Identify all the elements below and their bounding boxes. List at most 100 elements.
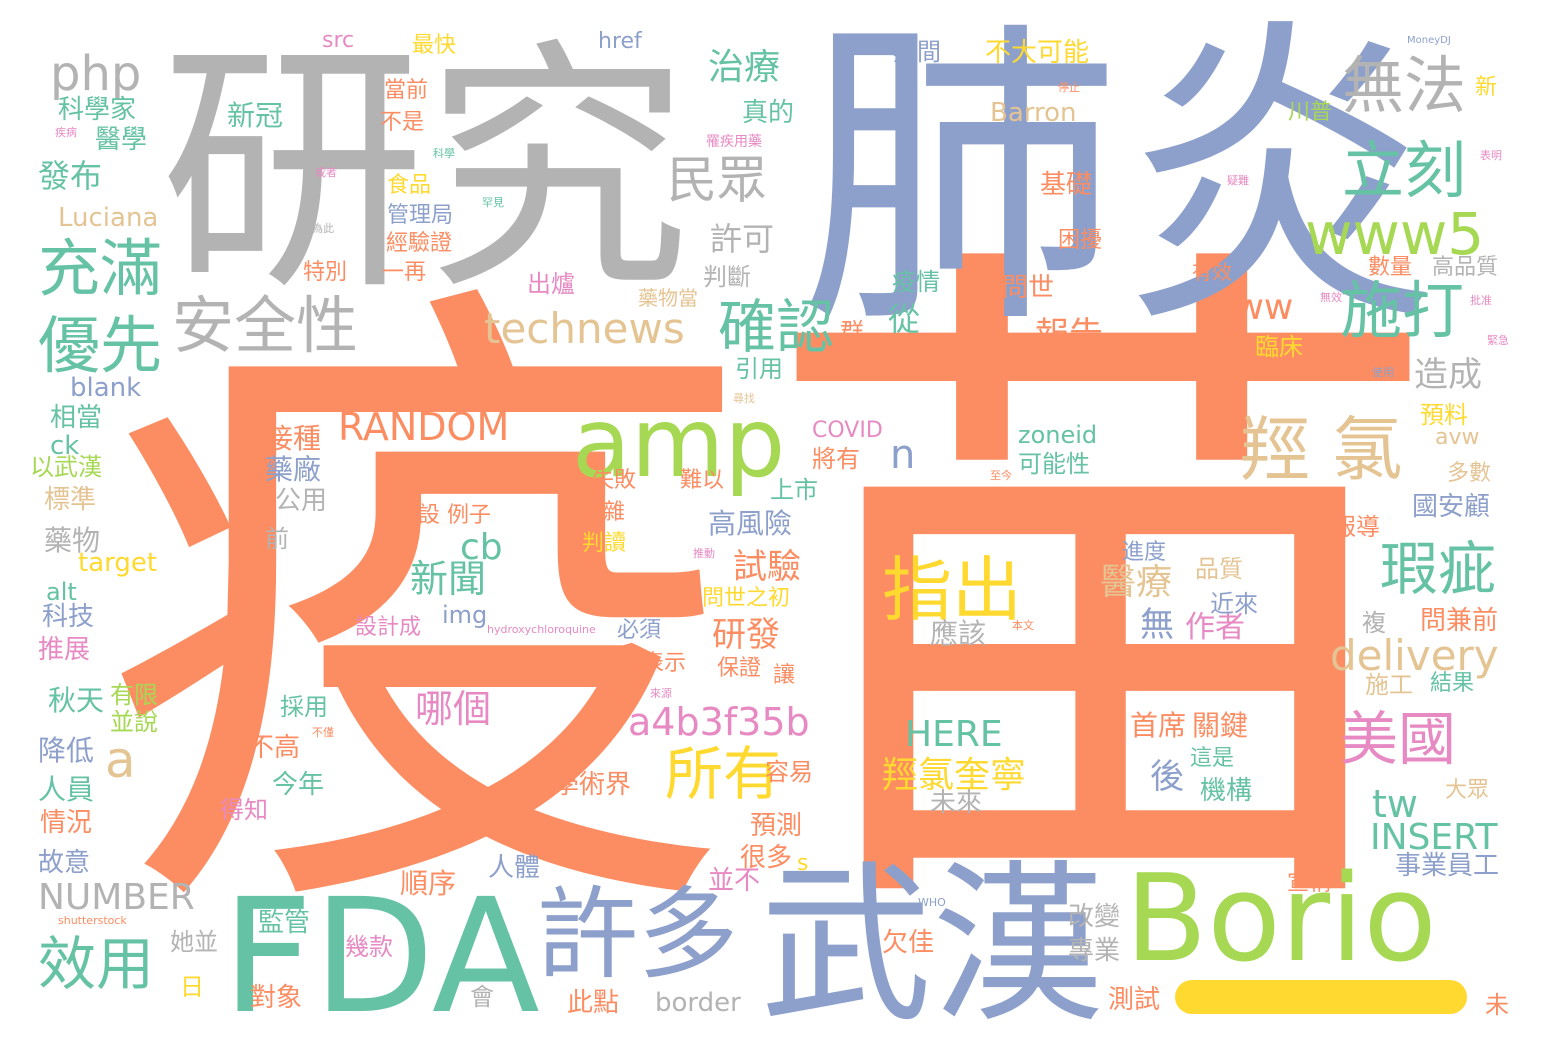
word-yiqing: 疫情 [892,268,940,296]
word-qijian: 期間 [893,38,941,66]
word-wuhan: 武漢 [760,845,1104,1046]
word-target: target [78,548,158,578]
word-wei: 未 [1485,991,1509,1019]
word-alt: alt [46,578,77,606]
word-qiangluokuining: 羥氯奎寧 [882,755,1027,796]
word-yinyong: 引用 [735,355,783,383]
word-dangqian: 當前 [384,78,429,103]
word-weilai: 未來 [930,788,983,818]
word-bushi: 不是 [380,110,425,135]
word-who: WHO [918,896,946,909]
word-yiliao: 醫療 [1100,562,1173,603]
word-suoyou: 所有 [665,740,782,808]
word-shida: 施打 [1340,274,1465,347]
word-pandu: 判讀 [582,531,627,556]
word-nage: 哪個 [415,687,492,731]
word-tuizhan: 推展 [38,635,91,665]
word-shiyeyuangong: 事業員工 [1395,851,1500,881]
word-fu: 複 [1362,609,1386,637]
word-tabing: 她並 [170,928,218,956]
word-za: 雜 [603,500,626,525]
word-kexue: 科學 [433,147,455,160]
word-fda: FDA [222,865,540,1049]
word-ck: ck [50,431,80,461]
word-baodao: 報導 [1332,513,1380,541]
word-number: NUMBER [38,877,195,918]
word-avw: avw [1435,425,1480,450]
word-moneydj: MoneyDJ [1407,35,1451,46]
word-blank: blank [70,373,142,403]
word-jinlai: 近來 [1210,590,1258,618]
word-zuikuai: 最快 [412,33,457,58]
word-bingbu: 並不 [708,866,761,896]
word-pinzhi: 品質 [1195,555,1243,583]
word-shigong: 施工 [1365,671,1413,699]
word-yizai: 一再 [382,260,427,285]
word-border: border [655,988,741,1018]
word-yanjiu: 研究 [160,18,690,326]
word-src: src [322,28,355,53]
word-delivery: delivery [1330,631,1499,680]
word-hui: 會 [470,983,494,1011]
word-zuozhe: 作者 [1185,610,1245,645]
word-huozhe: 或者 [315,166,337,179]
word-jibing: 疾病 [55,126,77,139]
word-bugao: 不高 [248,733,301,763]
word-xiaci: 瑕疵 [1380,535,1497,603]
word-php: php [50,46,142,102]
word-nanyi: 難以 [680,468,725,493]
word-zhuanye: 專業 [1068,936,1121,966]
word-jieguo: 結果 [1430,671,1475,696]
word-hydroxychloroquine: hydroxychloroquine [487,623,596,636]
word-ceshi: 測試 [1108,985,1161,1015]
word-gaibian: 改變 [1068,902,1121,932]
word-wufa: 無法 [1342,49,1467,122]
word-tw: tw [1372,782,1418,826]
word-hou: 後 [1150,757,1184,797]
word-dezhi: 得知 [220,796,268,824]
word-benwen: 本文 [1012,619,1034,632]
word-xiangdang: 相當 [50,403,103,433]
word-a4b3f35b: a4b3f35b [628,700,810,744]
word-jichu: 基礎 [1040,170,1093,200]
word-youxian2: 有限 [110,681,158,709]
word-a: a [105,731,136,789]
word-shipin: 食品 [387,173,432,198]
word-yiwuhan: 以武漢 [30,453,102,481]
word-cidian: 此點 [567,988,620,1018]
word-henduo: 很多 [740,843,793,873]
word-pizhun: 批准 [1470,294,1492,307]
word-xuduo: 許多 [538,876,738,993]
word-gongyong: 公用 [275,486,328,516]
word-xuke: 許可 [710,220,775,258]
word-barron: Barron [990,98,1077,128]
word-fabu: 發布 [38,157,103,195]
word-xunzhao: 尋找 [733,392,755,405]
word-yuce: 預測 [750,811,803,841]
word-zheshi: 這是 [1190,746,1235,771]
word-minzhong: 民眾 [667,151,767,209]
highlight-bar [1175,980,1467,1014]
word-biaoming: 表明 [1480,149,1502,162]
word-ri: 日 [180,973,204,1001]
word-shangshi: 上市 [770,476,818,504]
word-anquanxing: 安全性 [172,289,359,362]
word-like: 立刻 [1342,134,1467,207]
word-zhende: 真的 [742,98,795,128]
word-gaopinzhi: 高品質 [1432,255,1499,280]
word-zaocheng: 造成 [1414,355,1482,395]
word-yaowudang: 藥物當 [638,286,698,310]
word-yaowu: 藥物 [44,524,101,557]
word-jindu: 進度 [1122,540,1167,565]
word-yaochang: 藥廠 [265,453,322,486]
word-cong: 從 [888,300,921,338]
word-guoangu: 國安顧 [1412,492,1491,522]
word-shutterstock: shutterstock [58,914,127,927]
word-jinji: 緊急 [1487,334,1509,347]
word-random: RANDOM [338,405,510,449]
word-shouxi: 首席 [1130,709,1187,742]
word-hanjian: 罕見 [482,196,504,209]
word-shejicheng: 設計成 [355,615,422,640]
word-covid: COVID [812,418,883,443]
